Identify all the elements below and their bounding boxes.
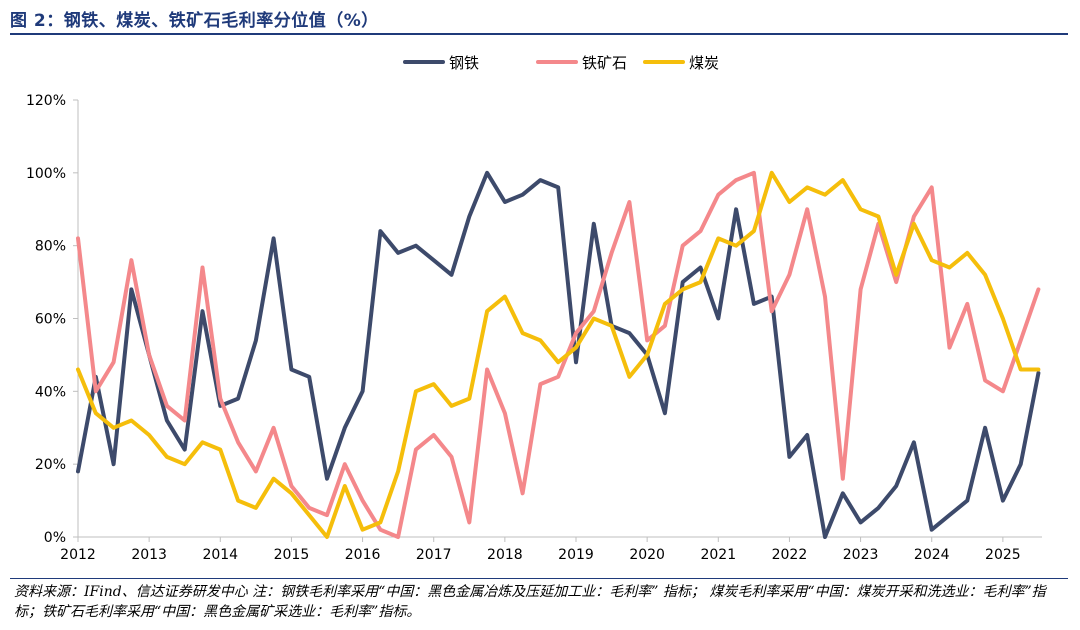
legend-label-1: 铁矿石: [582, 54, 627, 72]
x-tick-label: 2015: [274, 547, 310, 563]
x-tick-label: 2014: [202, 547, 238, 563]
series-lines: [76, 170, 1041, 539]
series-line-1: [76, 170, 1041, 539]
x-tick-label: 2017: [416, 547, 452, 563]
y-tick-label: 100%: [26, 166, 66, 182]
x-tick-label: 2024: [914, 547, 950, 563]
y-axis: 0% 20% 40% 60% 80% 100% 120%: [26, 93, 79, 546]
y-tick-label: 60%: [35, 312, 66, 328]
chart-title: 图 2：钢铁、煤炭、铁矿石毛利率分位值（%）: [10, 11, 379, 31]
x-tick-label: 2012: [60, 547, 96, 563]
x-tick-label: 2021: [700, 547, 736, 563]
series-line-0: [76, 170, 1041, 539]
y-tick-label: 80%: [35, 239, 66, 255]
legend-label-0: 钢铁: [449, 54, 479, 72]
x-tick-label: 2023: [843, 547, 879, 563]
x-tick-label: 2019: [558, 547, 594, 563]
line-chart: 钢铁 铁矿石 煤炭 0%20%40%60%80%100%120% 2012 2013 2…: [26, 54, 1042, 563]
y-tick-label: 40%: [35, 384, 66, 400]
x-tick-label: 2016: [345, 547, 381, 563]
footer-rule: [10, 578, 1068, 579]
y-tick-label: 120%: [26, 93, 66, 109]
y-tick-label: 20%: [35, 457, 66, 473]
x-axis: 2012 2013 2014 2015 2016 2017 2018 2019 2020 2021…: [60, 536, 1042, 563]
x-tick-label: 2013: [131, 547, 167, 563]
x-tick-label: 2020: [629, 547, 665, 563]
source-note: 资料来源：IFind、信达证券研发中心 注：钢铁毛利率采用“中国：黑色金属冶炼及…: [14, 584, 1046, 620]
header-rule: [10, 33, 1068, 35]
series-line-2: [76, 170, 1041, 539]
x-tick-label: 2018: [487, 547, 523, 563]
legend-label-2: 煤炭: [689, 54, 719, 72]
x-tick-label: 2025: [985, 547, 1021, 563]
chart-legend: 钢铁 铁矿石 煤炭: [403, 54, 719, 72]
x-tick-label: 2022: [772, 547, 808, 563]
y-tick-label: 0%: [44, 530, 66, 546]
